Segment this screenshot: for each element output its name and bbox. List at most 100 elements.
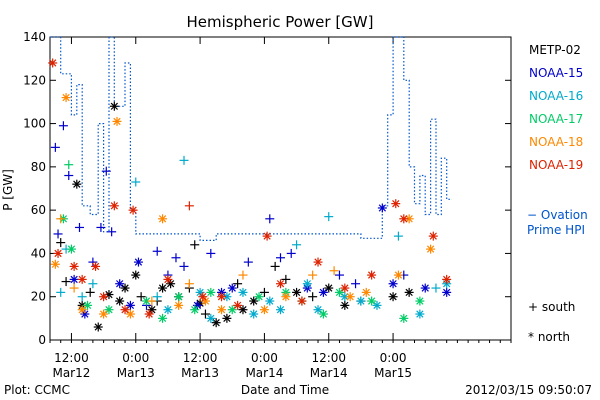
data-point: [217, 305, 227, 315]
data-points: [48, 58, 452, 332]
data-point: [174, 292, 184, 302]
data-point: [388, 292, 398, 302]
data-point: [243, 257, 253, 267]
y-tick-label: 140: [23, 30, 46, 44]
data-point: [58, 121, 68, 131]
data-point: [222, 292, 232, 302]
y-tick-label: 0: [38, 333, 46, 347]
data-point: [69, 274, 79, 284]
data-point: [367, 270, 377, 280]
data-point: [112, 116, 122, 126]
x-tick-label-time: 0:00: [380, 351, 407, 365]
data-point: [313, 305, 323, 315]
legend-entry: NOAA-17: [529, 112, 583, 126]
data-point: [217, 292, 227, 302]
data-point: [334, 287, 344, 297]
data-point: [125, 309, 135, 319]
data-point: [233, 300, 243, 310]
data-point: [91, 261, 101, 271]
data-point: [334, 270, 344, 280]
data-point: [308, 292, 318, 302]
data-point: [442, 274, 452, 284]
legend: METP-02 NOAA-15 NOAA-16 NOAA-17 NOAA-18 NOAA-…: [527, 43, 588, 237]
data-point: [270, 261, 280, 271]
data-point: [292, 240, 302, 250]
data-point: [340, 300, 350, 310]
data-point: [238, 287, 248, 297]
data-point: [318, 309, 328, 319]
data-point: [393, 231, 403, 241]
data-point: [211, 318, 221, 328]
data-point: [254, 292, 264, 302]
data-point: [345, 292, 355, 302]
y-tick-label: 20: [31, 290, 46, 304]
data-point: [281, 274, 291, 284]
data-point: [286, 248, 296, 258]
data-point: [227, 305, 237, 315]
data-point: [426, 244, 436, 254]
x-tick-label-time: 12:00: [183, 351, 218, 365]
plot-credit: Plot: CCMC: [4, 383, 70, 397]
data-point: [367, 296, 377, 306]
data-point: [69, 283, 79, 293]
data-point: [93, 322, 103, 332]
data-point: [329, 266, 339, 276]
data-point: [340, 283, 350, 293]
data-point: [120, 283, 130, 293]
data-point: [415, 309, 425, 319]
data-point: [292, 287, 302, 297]
data-point: [276, 305, 285, 315]
data-point: [109, 101, 119, 111]
data-point: [222, 313, 232, 323]
data-point: [198, 292, 208, 302]
x-tick-label-date: Mar14: [310, 366, 348, 380]
data-point: [184, 201, 194, 211]
data-point: [259, 287, 269, 297]
data-point: [144, 309, 154, 319]
data-point: [265, 296, 275, 306]
data-point: [101, 166, 111, 176]
plot-timestamp: 2012/03/15 09:50:07: [465, 383, 592, 397]
legend-ovation-line1: − Ovation: [527, 208, 588, 222]
data-point: [120, 305, 130, 315]
x-tick-label-time: 12:00: [311, 351, 346, 365]
x-tick-label-date: Mar12: [52, 366, 90, 380]
data-point: [206, 313, 216, 323]
data-point: [48, 58, 58, 68]
data-point: [377, 203, 387, 213]
data-point: [276, 253, 285, 263]
data-point: [206, 287, 216, 297]
data-point: [115, 279, 125, 289]
y-tick-label: 60: [31, 203, 46, 217]
data-point: [133, 257, 143, 267]
data-point: [351, 279, 361, 289]
data-point: [442, 287, 452, 297]
data-point: [163, 305, 173, 315]
data-point: [318, 287, 328, 297]
data-point: [404, 287, 414, 297]
data-point: [324, 212, 334, 222]
data-point: [152, 246, 162, 256]
data-point: [179, 261, 189, 271]
data-point: [238, 305, 248, 315]
data-point: [184, 279, 194, 289]
data-point: [77, 305, 87, 315]
legend-ovation-line2: Prime HPI: [527, 223, 585, 237]
data-point: [61, 277, 71, 287]
data-point: [233, 279, 243, 289]
ovation-line: [50, 36, 452, 241]
data-point: [88, 279, 98, 289]
data-point: [61, 93, 71, 103]
data-point: [74, 222, 84, 232]
data-point: [361, 287, 371, 297]
data-point: [262, 231, 272, 241]
data-point: [163, 274, 173, 284]
data-point: [190, 305, 200, 315]
x-axis: 12:00Mar120:00Mar1312:00Mar130:00Mar1412…: [49, 37, 512, 380]
data-point: [64, 160, 74, 170]
chart-title: Hemispheric Power [GW]: [187, 13, 374, 31]
data-point: [83, 300, 93, 310]
data-point: [399, 313, 409, 323]
plot-frame: [49, 36, 512, 341]
